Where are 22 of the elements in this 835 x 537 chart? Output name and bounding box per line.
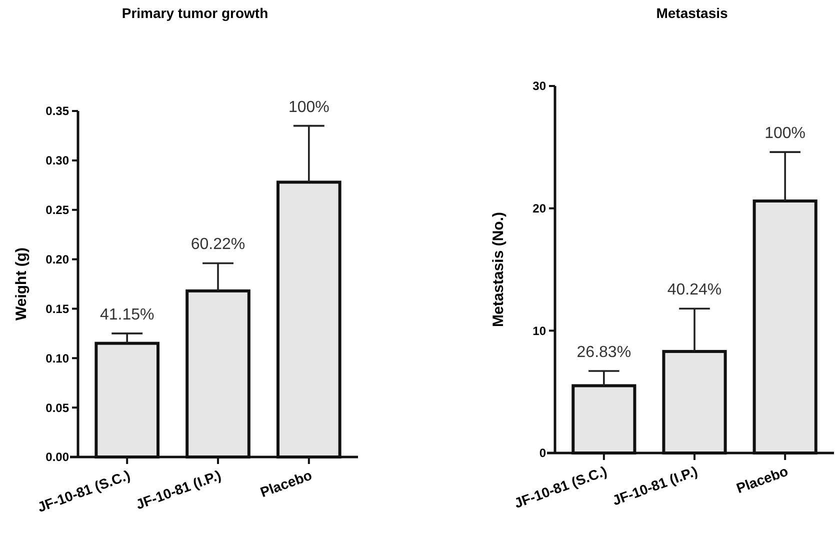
y-tick-label: 0.35: [46, 104, 70, 118]
y-tick-label: 0: [539, 446, 546, 460]
chart-title: Metastasis: [656, 5, 728, 21]
chart-title: Primary tumor growth: [122, 5, 268, 21]
y-axis-title: Weight (g): [13, 247, 30, 321]
annotation: 40.24%: [667, 282, 722, 299]
annotation: 100%: [288, 98, 330, 116]
y-tick-label: 0.15: [46, 302, 70, 316]
y-tick-label: 0.30: [46, 154, 70, 168]
y-tick-label: 0.05: [46, 400, 70, 415]
y-tick-label: 10: [532, 324, 546, 338]
y-tick-label: 0.25: [46, 203, 70, 218]
y-tick-label: 0.00: [46, 450, 70, 464]
annotation: 41.15%: [100, 306, 154, 324]
y-axis-title: Metastasis (No.): [490, 212, 507, 328]
y-tick-label: 20: [532, 202, 546, 216]
y-tick-label: 0.20: [46, 252, 70, 266]
annotation: 26.83%: [576, 344, 632, 362]
annotation: 100%: [764, 125, 806, 142]
annotation: 60.22%: [190, 236, 246, 254]
y-tick-label: 30: [532, 79, 546, 94]
y-tick-label: 0.10: [46, 351, 70, 366]
